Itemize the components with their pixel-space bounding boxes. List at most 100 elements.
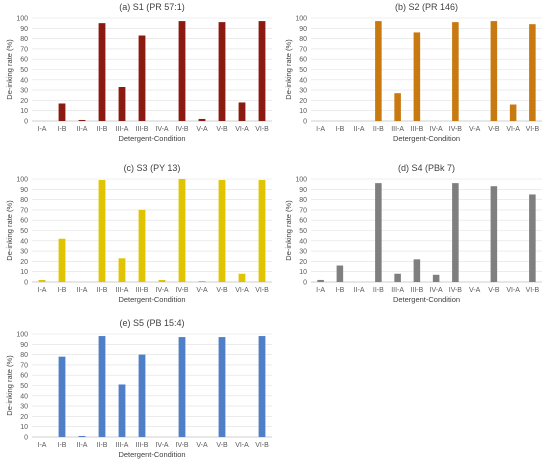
y-tick-label: 90 xyxy=(299,187,307,194)
bar-III-B xyxy=(413,32,421,121)
y-tick-label: 40 xyxy=(20,238,28,245)
x-tick-label: IV-B xyxy=(449,287,463,294)
y-tick-label: 30 xyxy=(20,404,28,411)
x-tick-label: V-A xyxy=(196,126,208,133)
bar-VI-B xyxy=(258,180,266,282)
y-tick-label: 0 xyxy=(24,435,28,442)
bar-II-B xyxy=(98,336,106,437)
x-tick-label: VI-B xyxy=(255,126,269,133)
bar-IV-B xyxy=(178,179,186,282)
x-tick-label: III-A xyxy=(391,126,404,133)
bar-IV-B xyxy=(452,183,459,282)
y-tick-label: 50 xyxy=(299,228,307,235)
y-tick-label: 0 xyxy=(24,119,28,126)
y-tick-label: 0 xyxy=(303,119,307,126)
x-tick-label: V-B xyxy=(488,126,500,133)
bar-III-B xyxy=(138,354,146,437)
bar-III-A xyxy=(118,87,126,121)
x-tick-label: VI-B xyxy=(255,442,269,449)
x-tick-label: II-B xyxy=(97,126,108,133)
y-tick-label: 20 xyxy=(299,259,307,266)
bar-V-B xyxy=(218,337,226,437)
y-tick-label: 20 xyxy=(20,259,28,266)
y-tick-label: 30 xyxy=(20,249,28,256)
x-tick-label: I-B xyxy=(335,126,344,133)
y-tick-label: 70 xyxy=(20,362,28,369)
x-tick-label: VI-A xyxy=(235,126,249,133)
x-tick-label: II-B xyxy=(373,287,384,294)
y-tick-label: 70 xyxy=(299,46,307,53)
bar-IV-B xyxy=(178,21,186,122)
y-tick-label: 60 xyxy=(299,218,307,225)
y-tick-label: 10 xyxy=(299,108,307,115)
bar-III-A xyxy=(394,273,401,282)
bar-V-B xyxy=(490,21,498,122)
y-tick-label: 40 xyxy=(20,77,28,84)
y-tick-label: 80 xyxy=(20,197,28,204)
x-tick-label: VI-A xyxy=(506,287,520,294)
y-tick-label: 80 xyxy=(20,352,28,359)
bar-V-A xyxy=(198,280,206,282)
y-tick-label: 80 xyxy=(299,197,307,204)
x-tick-label: VI-A xyxy=(235,442,249,449)
x-tick-label: V-A xyxy=(469,126,481,133)
y-tick-label: 100 xyxy=(295,16,307,23)
x-tick-label: I-B xyxy=(335,287,344,294)
chart-panel-1: (a) S1 (PR 57:1) 0 10 20 30 40 50 60 70 80 90 100 De… xyxy=(5,2,272,143)
bar-V-B xyxy=(490,186,498,282)
chart-title: (d) S4 (PBk 7) xyxy=(398,163,455,173)
y-axis-label: De-inking rate (%) xyxy=(5,39,14,100)
x-tick-label: II-A xyxy=(354,126,365,133)
y-tick-label: 60 xyxy=(20,218,28,225)
x-axis-label: Detergent-Condition xyxy=(393,134,460,143)
x-tick-label: I-A xyxy=(316,287,325,294)
x-tick-label: V-A xyxy=(469,287,481,294)
x-tick-label: IV-B xyxy=(175,126,189,133)
x-tick-label: V-B xyxy=(216,442,228,449)
y-tick-label: 20 xyxy=(20,414,28,421)
x-tick-label: I-A xyxy=(316,126,325,133)
chart-title: (b) S2 (PR 146) xyxy=(395,2,458,12)
x-tick-label: VI-A xyxy=(235,287,249,294)
bar-VI-A xyxy=(509,104,517,121)
chart-panel-3: (c) S3 (PY 13) 0 10 20 30 40 50 60 70 80 90 100 De-i… xyxy=(5,163,272,304)
y-tick-label: 70 xyxy=(20,46,28,53)
x-tick-label: IV-B xyxy=(175,287,189,294)
y-tick-label: 60 xyxy=(20,57,28,64)
x-tick-label: I-A xyxy=(38,287,47,294)
y-tick-label: 30 xyxy=(299,249,307,256)
y-tick-label: 40 xyxy=(299,77,307,84)
bar-II-B xyxy=(375,21,382,122)
x-tick-label: II-A xyxy=(77,126,88,133)
x-tick-label: V-B xyxy=(488,287,500,294)
chart-title: (e) S5 (PB 15:4) xyxy=(119,318,184,328)
y-tick-label: 50 xyxy=(20,228,28,235)
bar-VI-B xyxy=(258,336,266,437)
bar-I-A xyxy=(317,279,324,282)
bar-VI-A xyxy=(238,273,246,282)
y-axis-label: De-inking rate (%) xyxy=(5,355,14,416)
y-tick-label: 30 xyxy=(20,88,28,95)
x-tick-label: II-A xyxy=(354,287,365,294)
x-tick-label: V-B xyxy=(216,287,228,294)
x-tick-label: IV-B xyxy=(449,126,463,133)
x-tick-label: II-A xyxy=(77,442,88,449)
x-axis-label: Detergent-Condition xyxy=(118,134,185,143)
y-tick-label: 50 xyxy=(20,67,28,74)
bar-I-B xyxy=(58,103,66,121)
y-tick-label: 10 xyxy=(299,269,307,276)
x-tick-label: IV-A xyxy=(155,442,169,449)
y-tick-label: 100 xyxy=(16,177,28,184)
bar-II-A xyxy=(78,435,86,437)
chart-title: (c) S3 (PY 13) xyxy=(124,163,181,173)
x-tick-label: III-A xyxy=(116,287,129,294)
y-axis-label: De-inking rate (%) xyxy=(5,200,14,261)
y-tick-label: 10 xyxy=(20,269,28,276)
y-tick-label: 60 xyxy=(20,373,28,380)
y-tick-label: 80 xyxy=(20,36,28,43)
x-tick-label: II-B xyxy=(97,287,108,294)
bar-VI-B xyxy=(529,24,536,121)
y-tick-label: 100 xyxy=(16,16,28,23)
y-tick-label: 90 xyxy=(20,26,28,33)
bar-I-B xyxy=(336,265,344,282)
